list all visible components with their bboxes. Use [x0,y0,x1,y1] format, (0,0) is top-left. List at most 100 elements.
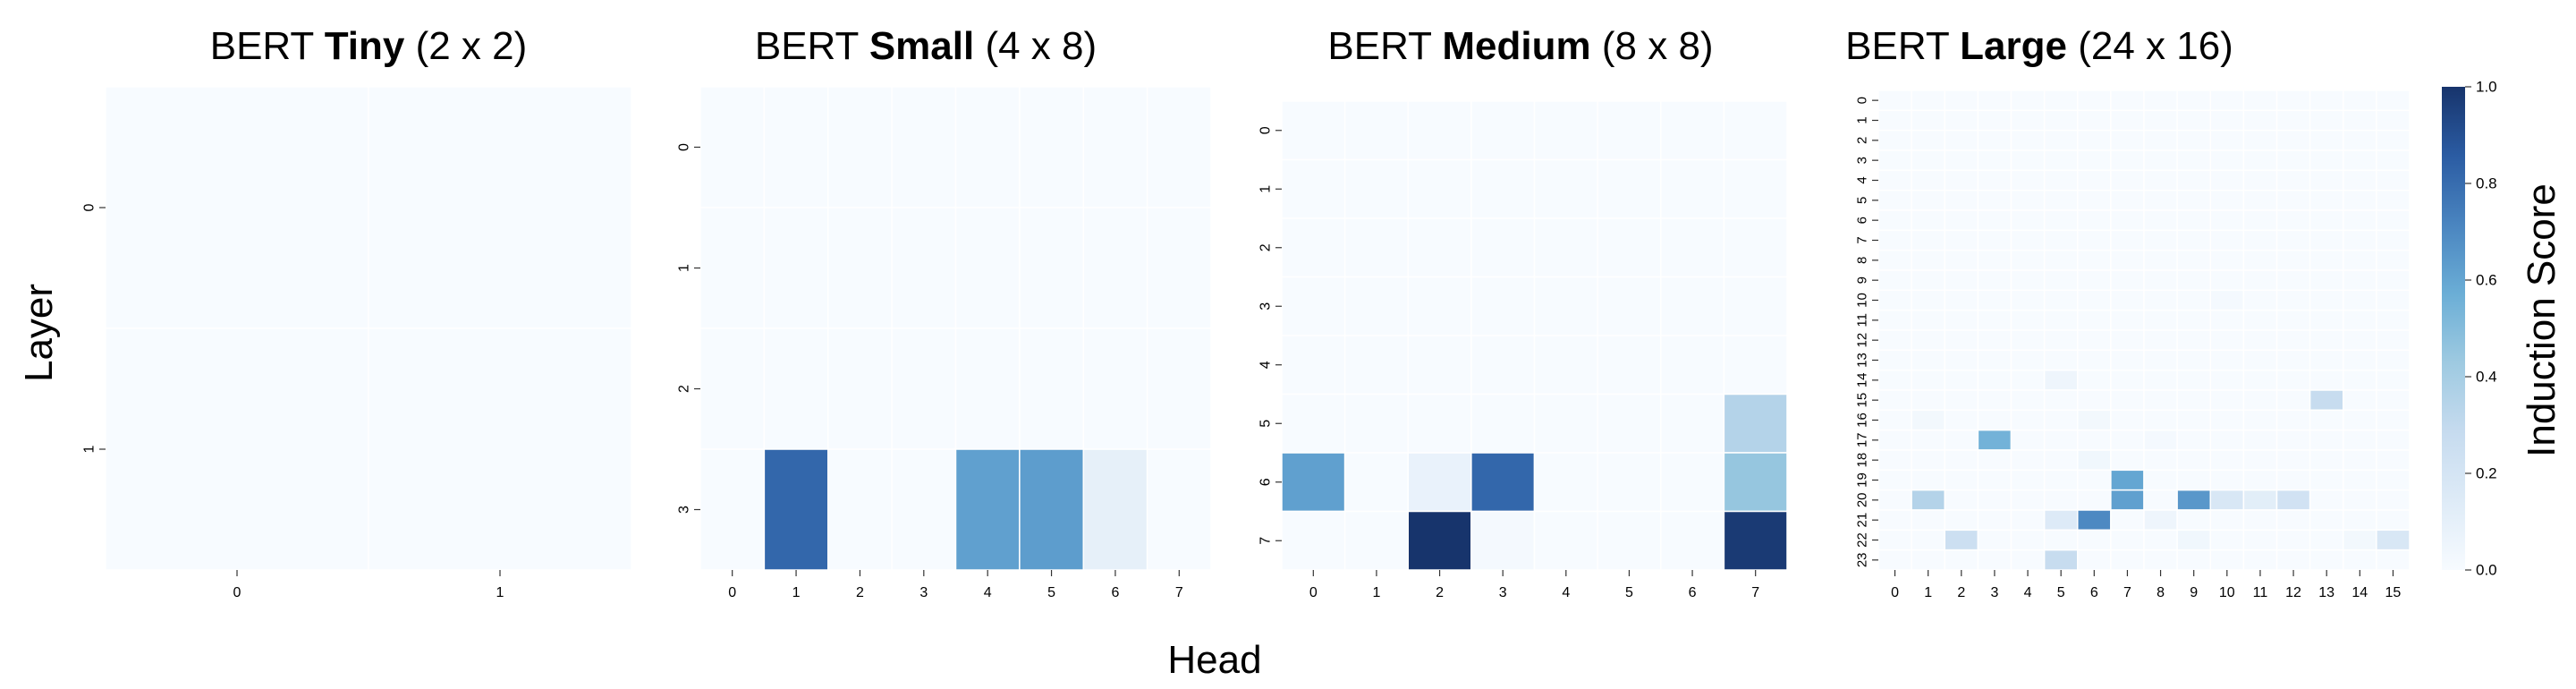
heatmap-cell [1911,309,1946,331]
heatmap-cell [763,86,829,208]
x-tick-label: 2 [856,585,864,600]
heatmap-cell [2043,269,2079,292]
heatmap-cell [827,448,893,571]
heatmap-cell [1944,269,1979,292]
heatmap-cell [2110,389,2145,412]
heatmap-cell [1877,209,1912,232]
x-tick-label: 5 [2057,585,2065,600]
heatmap-cell [1911,329,1946,352]
panel-title-model: Large [1960,24,2067,68]
y-tick-label: 8 [1855,257,1870,264]
panel-title: BERT Medium (8 x 8) [1327,24,1713,68]
panel-title-size: (4 x 8) [974,24,1097,68]
heatmap-cell [2010,549,2046,571]
heatmap-cell [2209,489,2245,511]
heatmap-cell [699,207,766,329]
heatmap-cell [699,448,766,571]
heatmap-cell [1911,269,1946,292]
heatmap-cell [2077,149,2112,172]
heatmap-cell [2242,109,2278,132]
heatmap-cell [1911,209,1946,232]
heatmap-cell [2209,89,2245,112]
heatmap-cell [2077,129,2112,151]
heatmap-cell [2242,549,2278,571]
heatmap-cell [1977,369,2012,391]
heatmap-cell [2176,249,2212,271]
heatmap-cell [2209,269,2245,292]
heatmap-cell [2010,449,2046,472]
heatmap-cell [2343,329,2377,352]
heatmap-cell [2275,389,2311,412]
heatmap-cell [1019,86,1085,208]
heatmap-cell [1281,217,1346,278]
heatmap-cell [2275,209,2311,232]
heatmap-cell [1660,158,1725,219]
heatmap-cell [2309,529,2344,551]
heatmap-cell [2343,149,2377,172]
heatmap-cell [2275,129,2311,151]
heatmap-cell [2242,509,2278,532]
heatmap-cell [2343,409,2377,431]
heatmap-cell [1407,276,1472,336]
heatmap-cell [2376,329,2411,352]
heatmap-cell [1723,217,1788,278]
heatmap-cell [2242,529,2278,551]
heatmap-cell [2309,129,2344,151]
heatmap-cell [2343,369,2377,391]
heatmap-cell [2077,269,2112,292]
heatmap-cell [2376,289,2411,311]
y-tick-label: 21 [1854,513,1869,528]
heatmap-cell [2176,449,2212,472]
heatmap-cell [1977,249,2012,271]
heatmap-cell [954,86,1021,208]
x-tick-label: 0 [1309,585,1318,600]
heatmap-cell [2176,429,2212,451]
heatmap-cell [1597,217,1662,278]
y-tick-label: 11 [1855,313,1870,327]
heatmap-cell [1944,189,1979,211]
y-tick-label: 6 [1854,217,1869,224]
heatmap-cell [2110,129,2145,151]
heatmap-cell [2376,89,2411,112]
heatmap-cell [2110,149,2145,172]
heatmap-cell [891,86,957,208]
heatmap-cell [2110,449,2145,472]
heatmap-cell [2309,329,2344,352]
heatmap-cell [2209,249,2245,271]
heatmap-cell [2043,349,2079,371]
heatmap-cell [2275,189,2311,211]
heatmap-cell [1877,449,1912,472]
heatmap-cell [2010,489,2046,511]
heatmap-cell [827,86,893,208]
heatmap-cell [763,207,829,329]
heatmap-cell [2376,129,2411,151]
heatmap-cell [2343,289,2377,311]
heatmap-cell [2376,509,2411,532]
heatmap-cell [368,327,632,571]
x-tick-label: 2 [1957,585,1965,600]
heatmap-cell [1343,100,1410,161]
heatmap-cell [2110,429,2145,451]
colorbar-tick-label: 0.8 [2476,175,2497,192]
heatmap-cell [1877,329,1912,352]
heatmap-cell [2343,129,2377,151]
heatmap-cell [2043,489,2079,511]
heatmap-cell [1723,510,1788,571]
heatmap-cell [1597,393,1662,454]
heatmap-cell [2010,209,2046,232]
heatmap-cell [2376,209,2411,232]
heatmap-cell [2176,229,2212,251]
heatmap-cell [1660,276,1725,336]
heatmap-cell [2343,209,2377,232]
y-tick-label: 1 [1855,116,1870,123]
heatmap-cell [1944,129,1979,151]
heatmap-cell [1977,349,2012,371]
heatmap-cell [2043,389,2079,412]
heatmap-cell [1877,349,1912,371]
y-tick-label: 3 [1854,157,1869,164]
heatmap-cell [891,327,957,450]
heatmap-cell [1470,217,1536,278]
heatmap-cell [1281,335,1346,396]
heatmap-cell [1977,149,2012,172]
heatmap-cell [2077,229,2112,251]
